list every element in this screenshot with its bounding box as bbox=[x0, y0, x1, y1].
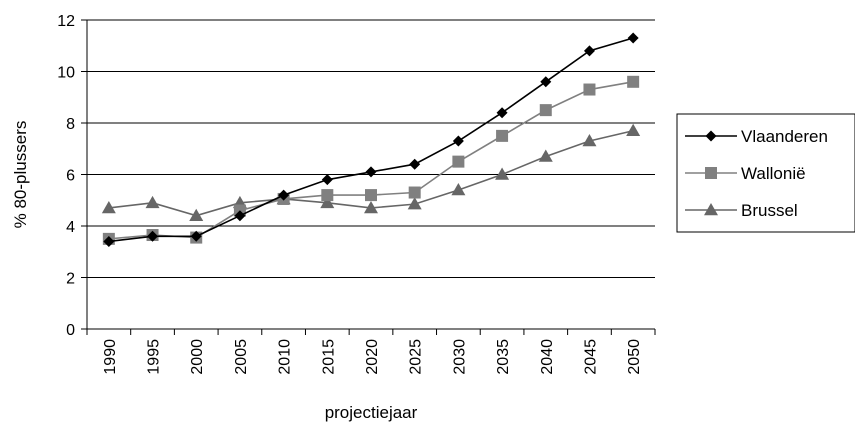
data-point bbox=[495, 167, 510, 180]
x-tick-label: 2020 bbox=[364, 339, 381, 375]
x-tick-label: 2035 bbox=[495, 339, 512, 375]
legend-label: Vlaanderen bbox=[741, 127, 828, 146]
legend-marker bbox=[705, 130, 717, 142]
series-line bbox=[108, 81, 634, 240]
data-point bbox=[321, 174, 333, 186]
data-point bbox=[409, 158, 421, 170]
y-axis-ticks: 0 2 4 6 8 10 12 bbox=[57, 13, 87, 339]
data-point bbox=[321, 189, 334, 202]
data-point bbox=[408, 186, 421, 199]
y-tick-label: 12 bbox=[57, 13, 75, 30]
legend-label: Brussel bbox=[741, 201, 798, 220]
data-point bbox=[103, 235, 115, 247]
data-point bbox=[627, 75, 640, 88]
data-point bbox=[147, 230, 159, 242]
legend-item-wallonië: Wallonië bbox=[685, 164, 806, 183]
y-tick-label: 4 bbox=[66, 219, 75, 236]
data-point bbox=[582, 134, 597, 147]
data-point bbox=[278, 189, 290, 201]
data-point bbox=[320, 195, 335, 209]
data-point bbox=[101, 200, 116, 214]
data-point bbox=[496, 129, 509, 142]
x-tick-label: 1995 bbox=[146, 339, 163, 375]
series-wallonië bbox=[102, 75, 640, 245]
x-tick-label: 2045 bbox=[582, 339, 599, 375]
data-point bbox=[539, 104, 552, 117]
legend-item-vlaanderen: Vlaanderen bbox=[685, 127, 828, 146]
data-point bbox=[365, 189, 377, 202]
data-point bbox=[452, 135, 464, 147]
data-point bbox=[452, 155, 465, 168]
data-point bbox=[626, 123, 641, 136]
data-point bbox=[365, 166, 377, 178]
series-group bbox=[101, 32, 641, 247]
x-axis-ticks: 1990 1995 2000 2005 2010 2015 2020 2025 2030 2035… bbox=[86, 329, 656, 375]
data-point bbox=[583, 83, 596, 96]
x-tick-label: 1990 bbox=[102, 339, 119, 375]
x-tick-label: 2040 bbox=[539, 339, 556, 375]
legend-item-brussel: Brussel bbox=[685, 201, 798, 220]
series-vlaanderen bbox=[103, 32, 639, 247]
y-tick-label: 8 bbox=[66, 116, 75, 133]
data-point bbox=[538, 149, 553, 162]
data-point bbox=[145, 195, 160, 209]
x-tick-label: 2025 bbox=[408, 339, 425, 375]
x-axis-title: projectiejaar bbox=[325, 403, 418, 422]
x-tick-label: 2050 bbox=[626, 339, 643, 375]
legend-label: Wallonië bbox=[741, 164, 806, 183]
legend: Vlaanderen Wallonië Brussel bbox=[676, 113, 855, 233]
data-point bbox=[583, 45, 595, 57]
y-tick-label: 10 bbox=[57, 65, 75, 82]
data-point bbox=[364, 200, 378, 214]
y-axis-title: % 80-plussers bbox=[11, 121, 30, 229]
y-tick-label: 0 bbox=[66, 322, 75, 339]
data-point bbox=[190, 230, 202, 242]
x-tick-label: 2005 bbox=[233, 339, 250, 375]
data-point bbox=[496, 107, 508, 119]
x-tick-label: 2030 bbox=[451, 339, 468, 375]
legend-marker bbox=[704, 203, 718, 216]
data-point bbox=[407, 197, 422, 210]
data-point bbox=[189, 208, 204, 221]
data-point bbox=[540, 76, 552, 88]
data-point bbox=[451, 182, 466, 196]
legend-marker bbox=[705, 167, 717, 179]
y-tick-label: 2 bbox=[66, 271, 75, 288]
data-point bbox=[234, 210, 246, 222]
data-point bbox=[627, 32, 639, 44]
y-tick-label: 6 bbox=[66, 168, 75, 185]
x-tick-label: 2000 bbox=[189, 339, 206, 375]
x-tick-label: 2010 bbox=[277, 339, 294, 375]
x-tick-label: 2015 bbox=[320, 339, 337, 375]
